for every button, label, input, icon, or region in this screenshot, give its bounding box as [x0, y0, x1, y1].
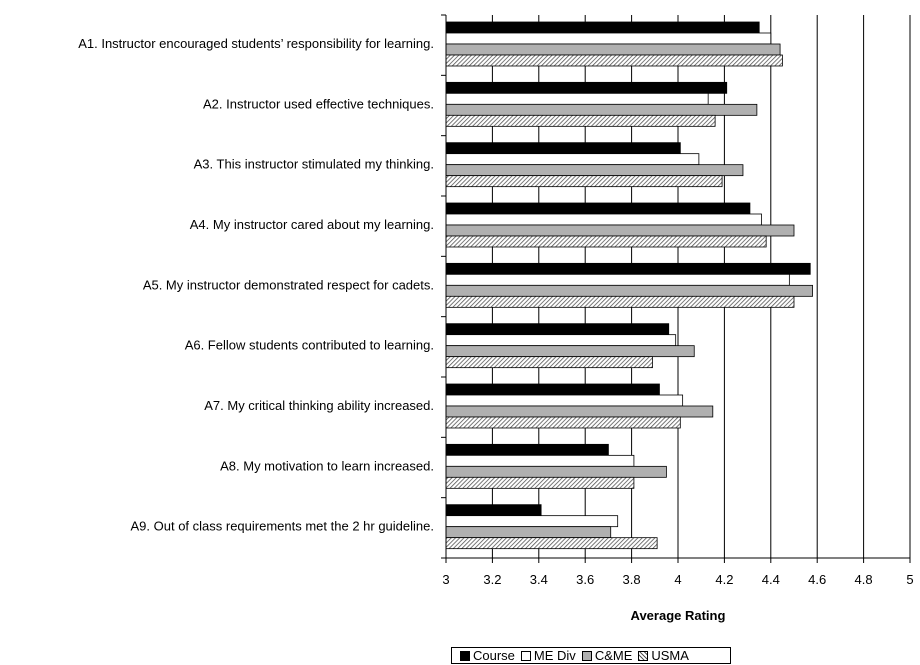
x-tick-label: 3.2 — [483, 572, 501, 587]
category-label: A2. Instructor used effective techniques… — [203, 96, 434, 111]
x-tick-label: 3.8 — [623, 572, 641, 587]
category-labels: A1. Instructor encouraged students’ resp… — [78, 36, 434, 534]
bar-usma — [445, 114, 716, 127]
bar-me-div — [445, 213, 762, 226]
bar-course — [445, 504, 542, 517]
legend-item: USMA — [638, 648, 689, 663]
x-tick-label: 4.4 — [762, 572, 780, 587]
bar-course — [445, 443, 609, 456]
bar-course — [445, 81, 728, 94]
bar-course — [445, 323, 670, 336]
legend-swatch — [638, 650, 649, 661]
bar-c-me — [445, 526, 612, 539]
x-tick-label: 4.2 — [715, 572, 733, 587]
x-tick-label: 3.4 — [530, 572, 548, 587]
bar-usma — [445, 235, 767, 248]
legend-item: C&ME — [581, 648, 633, 663]
category-label: A8. My motivation to learn increased. — [220, 458, 434, 473]
legend-swatch — [520, 650, 531, 661]
category-label: A4. My instructor cared about my learnin… — [190, 217, 434, 232]
legend-item: Course — [460, 648, 515, 663]
x-tick-label: 5 — [906, 572, 913, 587]
legend-label: ME Div — [533, 648, 576, 663]
bar-course — [445, 383, 660, 396]
x-tick-label: 4 — [674, 572, 681, 587]
bar-course — [445, 142, 681, 155]
bar-c-me — [445, 465, 667, 478]
bar-c-me — [445, 43, 781, 56]
bar-me-div — [445, 334, 677, 347]
x-tick-label: 3 — [442, 572, 449, 587]
legend-label: Course — [473, 648, 515, 663]
bar-chart: A1. Instructor encouraged students’ resp… — [78, 14, 914, 623]
bar-me-div — [445, 153, 700, 166]
x-tick-label: 4.6 — [808, 572, 826, 587]
bar-me-div — [445, 394, 684, 407]
bar-c-me — [445, 103, 758, 116]
legend-label: USMA — [651, 648, 689, 663]
bar-me-div — [445, 454, 635, 467]
bar-me-div — [445, 515, 619, 528]
x-axis-title: Average Rating — [631, 608, 726, 623]
category-label: A3. This instructor stimulated my thinki… — [194, 157, 434, 172]
bar-me-div — [445, 32, 772, 45]
bar-usma — [445, 476, 635, 489]
x-tick-label: 3.6 — [576, 572, 594, 587]
bar-c-me — [445, 164, 744, 177]
bar-c-me — [445, 345, 695, 358]
category-label: A1. Instructor encouraged students’ resp… — [78, 36, 434, 51]
category-label: A5. My instructor demonstrated respect f… — [143, 277, 434, 292]
x-tick-labels: 3 3.2 3.4 3.6 3.8 4 4.2 4.4 4.6 4.8 5 — [442, 572, 913, 587]
bar-me-div — [445, 92, 709, 105]
category-label: A9. Out of class requirements met the 2 … — [131, 519, 435, 534]
bar-course — [445, 21, 760, 34]
category-label: A7. My critical thinking ability increas… — [204, 398, 434, 413]
bar-usma — [445, 295, 795, 308]
legend: Course ME Div C&ME USMA — [451, 647, 731, 664]
bars — [445, 21, 813, 550]
bar-usma — [445, 175, 723, 188]
legend-swatch — [581, 650, 592, 661]
bar-usma — [445, 416, 681, 429]
legend-item: ME Div — [520, 648, 576, 663]
bar-c-me — [445, 405, 714, 418]
category-label: A6. Fellow students contributed to learn… — [185, 338, 434, 353]
legend-label: C&ME — [594, 648, 633, 663]
bar-course — [445, 202, 751, 215]
axes — [445, 15, 910, 559]
bar-usma — [445, 537, 658, 550]
bar-c-me — [445, 284, 813, 297]
bar-me-div — [445, 273, 790, 286]
legend-swatch — [460, 650, 470, 661]
bar-usma — [445, 54, 783, 67]
bar-c-me — [445, 224, 795, 237]
bar-course — [445, 262, 811, 275]
x-tick-label: 4.8 — [855, 572, 873, 587]
bar-usma — [445, 356, 653, 369]
